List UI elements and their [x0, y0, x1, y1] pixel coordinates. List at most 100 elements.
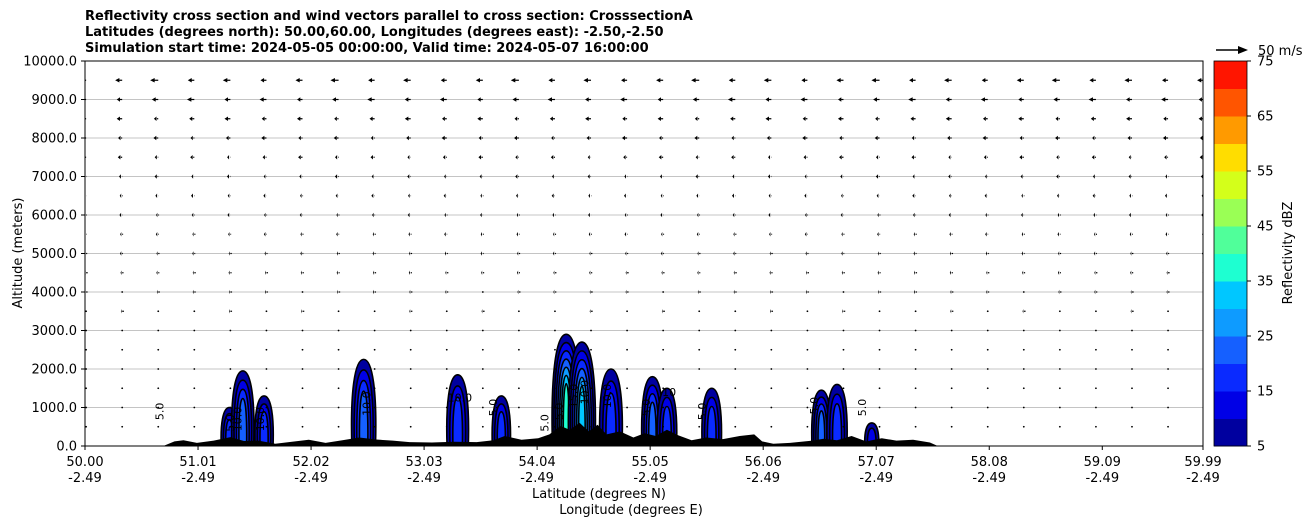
wind-vector-head — [371, 193, 374, 199]
wind-vector-head — [841, 193, 843, 199]
wind-vector — [301, 387, 304, 390]
reflectivity-contour — [259, 411, 269, 446]
wind-vector-head — [300, 193, 302, 199]
wind-vector — [624, 231, 628, 237]
wind-vector-head — [515, 154, 518, 160]
wind-vector-head — [913, 212, 915, 218]
wind-vector — [263, 193, 267, 199]
reflectivity-contour — [831, 403, 843, 446]
wind-vector — [1021, 231, 1025, 237]
wind-vector — [481, 425, 484, 428]
wind-vector-head — [373, 289, 374, 295]
wind-vector-head — [228, 251, 230, 256]
wind-vector-head — [337, 289, 339, 295]
wind-vector — [1167, 348, 1169, 351]
wind-vector — [193, 406, 196, 409]
wind-vector — [805, 289, 809, 295]
wind-vector-head — [192, 231, 194, 237]
colorbar-swatch — [1214, 418, 1247, 447]
wind-vector — [1089, 77, 1096, 83]
wind-vector-head — [120, 270, 122, 276]
wind-vector — [157, 310, 160, 313]
reflectivity-contour — [452, 396, 464, 446]
wind-vector — [871, 77, 880, 83]
wind-vector-head — [155, 193, 158, 199]
wind-vector — [1165, 212, 1169, 218]
wind-vector — [878, 387, 881, 390]
wind-vector — [442, 154, 447, 160]
wind-vector-head — [404, 116, 409, 122]
reference-label: 50 m/s — [1258, 44, 1303, 59]
wind-vector — [733, 289, 737, 295]
colorbar-frame — [1213, 60, 1248, 447]
wind-vector — [371, 193, 375, 199]
wind-vector-head — [696, 231, 699, 237]
wind-vector-head — [691, 77, 696, 83]
y-tick-label: 9000.0 — [32, 93, 78, 108]
wind-vector-head — [694, 116, 698, 122]
wind-vector — [698, 368, 701, 370]
wind-vector — [842, 291, 845, 293]
wind-vector-head — [516, 270, 519, 276]
wind-vector — [1130, 270, 1134, 276]
wind-vector — [1162, 135, 1169, 141]
wind-vector — [1095, 387, 1097, 390]
wind-vector — [1022, 308, 1026, 314]
wind-vector — [409, 251, 413, 256]
wind-vector — [475, 77, 483, 83]
wind-vector-head — [1163, 116, 1167, 122]
wind-vector-head — [1022, 308, 1024, 314]
title-line-2: Latitudes (degrees north): 50.00,60.00, … — [85, 25, 664, 40]
wind-vector-head — [985, 231, 987, 237]
wind-vector-head — [768, 154, 771, 160]
wind-vector-head — [1198, 116, 1202, 122]
wind-vector — [333, 135, 339, 141]
wind-vector — [878, 406, 881, 409]
wind-vector — [806, 329, 809, 332]
wind-vector-head — [765, 97, 769, 102]
wind-vector — [1128, 154, 1132, 160]
wind-vector — [1056, 154, 1060, 160]
wind-vector-head — [982, 135, 986, 141]
wind-vector-head — [805, 251, 807, 256]
wind-vector — [229, 329, 232, 332]
wind-vector-head — [517, 289, 519, 295]
wind-vector — [805, 212, 809, 218]
wind-vector — [874, 135, 880, 141]
wind-vector — [265, 368, 268, 370]
wind-vector-head — [373, 270, 375, 276]
wind-vector-head — [656, 77, 661, 83]
wind-vector-head — [944, 77, 949, 83]
wind-vector — [227, 193, 231, 199]
wind-vector-head — [445, 289, 447, 295]
wind-vector — [261, 135, 267, 141]
wind-vector-head — [661, 270, 663, 276]
y-tick-label: 6000.0 — [32, 209, 78, 224]
wind-vector-head — [947, 135, 950, 141]
wind-vector — [224, 97, 231, 102]
wind-vector — [481, 329, 484, 332]
wind-vector-head — [156, 270, 158, 276]
wind-vector — [839, 154, 844, 160]
wind-vector — [911, 135, 916, 141]
wind-vector-head — [1166, 289, 1168, 295]
colorbar-swatch — [1214, 363, 1247, 392]
wind-vector — [263, 231, 267, 237]
wind-vector — [228, 270, 232, 276]
wind-vector — [517, 329, 520, 332]
wind-vector — [841, 231, 845, 237]
wind-vector-head — [515, 174, 518, 179]
wind-vector — [85, 406, 88, 409]
wind-vector — [229, 289, 233, 295]
wind-vector — [878, 348, 881, 351]
wind-vector — [950, 329, 953, 332]
wind-vector — [439, 97, 447, 102]
wind-vector-head — [805, 289, 807, 295]
wind-vector — [950, 308, 954, 314]
colorbar-tick-label: 15 — [1257, 385, 1274, 400]
wind-vector — [551, 135, 555, 141]
wind-vector — [1058, 251, 1062, 256]
wind-vector — [1130, 308, 1134, 314]
wind-vector-head — [1128, 174, 1131, 179]
wind-vector — [441, 135, 447, 141]
